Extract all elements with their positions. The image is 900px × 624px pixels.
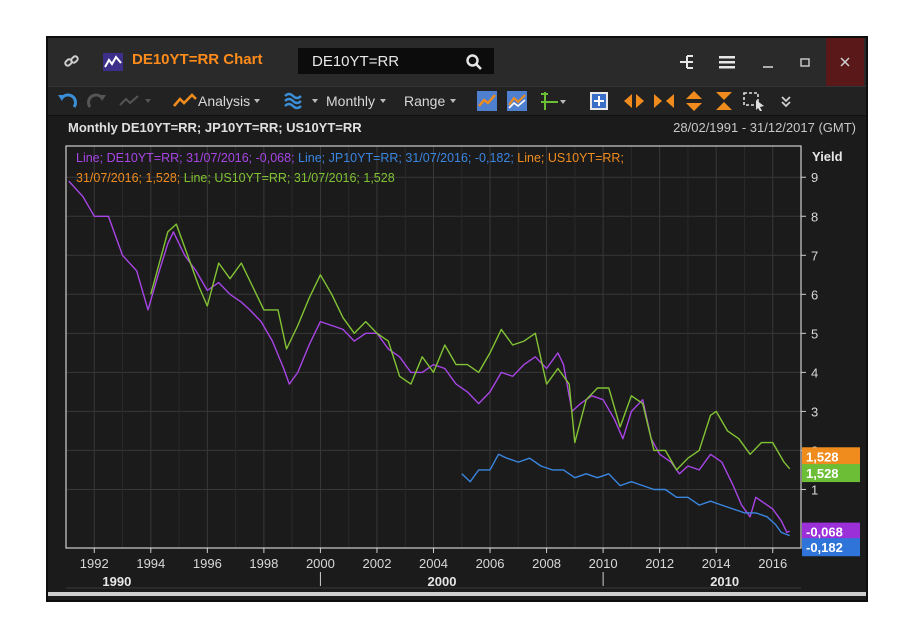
x-tick-label: 2004 [419, 556, 448, 571]
legend-us-green-text: Line; US10YT=RR; 31/07/2016; 1,528 [184, 171, 395, 185]
chevron-down-icon [254, 99, 261, 103]
scroll-left-icon[interactable] [622, 90, 646, 112]
x-tick-label: 2006 [476, 556, 505, 571]
title-bar: DE10YT=RR Chart [48, 38, 866, 86]
x-axis: 1992 1994 1996 1998 2000 2002 2004 2006 2008 2010… [48, 548, 866, 596]
x-tick-label: 1992 [80, 556, 109, 571]
analysis-label: Analysis [198, 93, 251, 109]
y-axis-label: Yield [812, 149, 843, 164]
y-tick-label: 5 [811, 326, 818, 341]
x-tick-label: 2008 [532, 556, 561, 571]
last-value-badge-label: -0,068 [806, 525, 843, 540]
x-tick-label: 2000 [306, 556, 335, 571]
maximize-icon[interactable] [790, 38, 820, 86]
legend-us-text: Line; US10YT=RR; [517, 151, 624, 165]
legend-us-text-2: 31/07/2016; 1,528; [76, 171, 180, 185]
analysis-menu[interactable]: Analysis [172, 90, 264, 112]
chart-header: Monthly DE10YT=RR; JP10YT=RR; US10YT=RR … [48, 116, 866, 138]
fit-icon[interactable] [714, 90, 734, 112]
yield-chart[interactable]: 123456789 199219941996199820002002200420… [48, 138, 866, 598]
last-value-badge-label: 1,528 [806, 466, 839, 481]
series-line-de10yt [68, 180, 790, 534]
legend-jp-text: Line; JP10YT=RR; 31/07/2016; -0,182; [298, 151, 514, 165]
y-tick-label: 8 [811, 209, 818, 224]
line-style-icon[interactable] [118, 90, 154, 112]
chevron-down-icon [380, 99, 387, 103]
x-tick-label: 2016 [758, 556, 787, 571]
last-value-badge [802, 538, 860, 557]
legend-line-2: 31/07/2016; 1,528; Line; US10YT=RR; 31/0… [76, 171, 395, 185]
chart-window: DE10YT=RR Chart A [46, 36, 868, 602]
undo-icon[interactable] [56, 90, 78, 112]
series-lines [68, 180, 791, 537]
zoom-vertical-icon[interactable] [684, 90, 704, 112]
chevron-down-icon [450, 99, 457, 103]
range-label: Range [404, 93, 446, 109]
overlay-icon [284, 92, 302, 110]
compare-icon[interactable] [506, 90, 528, 112]
series-line-us10yt [150, 223, 791, 471]
interval-label: Monthly [326, 93, 376, 109]
decade-label: 1990 [102, 574, 131, 589]
minimize-icon[interactable] [754, 38, 782, 86]
crosshair-icon[interactable] [538, 90, 568, 112]
line-chart-icon[interactable] [476, 90, 498, 112]
scroll-track[interactable] [48, 592, 866, 596]
last-value-badges: 1,528 1,528 -0,068-0,182 [802, 447, 860, 557]
x-tick-label: 2014 [702, 556, 731, 571]
last-value-badge [802, 464, 860, 483]
date-range: 28/02/1991 - 31/12/2017 (GMT) [673, 120, 856, 135]
x-tick-label: 2010 [589, 556, 618, 571]
legend-de-text: Line; DE10YT=RR; 31/07/2016; -0,068; [76, 151, 295, 165]
zoom-in-icon[interactable] [652, 90, 676, 112]
y-tick-label: 6 [811, 287, 818, 302]
y-tick-label: 1 [811, 482, 818, 497]
series-line-jp10yt [461, 453, 790, 537]
instrument-input[interactable] [298, 48, 494, 74]
link-icon[interactable] [56, 38, 88, 86]
y-tick-label: 4 [811, 365, 818, 380]
y-tick-label: 9 [811, 170, 818, 185]
close-icon[interactable] [826, 38, 864, 86]
decade-label: 2010 [710, 574, 739, 589]
overlay-menu[interactable] [282, 90, 322, 112]
last-value-badge [802, 447, 860, 466]
interval-menu[interactable]: Monthly [326, 90, 391, 112]
tree-icon[interactable] [674, 38, 700, 86]
x-tick-label: 1996 [193, 556, 222, 571]
menu-icon[interactable] [714, 38, 740, 86]
decade-label: 2000 [428, 574, 457, 589]
chart-logo-icon [100, 38, 126, 86]
x-tick-label: 1998 [249, 556, 278, 571]
search-icon[interactable] [458, 38, 490, 86]
grid [66, 146, 801, 548]
legend-line-1: Line; DE10YT=RR; 31/07/2016; -0,068; Lin… [76, 151, 624, 165]
select-icon[interactable] [742, 90, 766, 112]
y-tick-label: 7 [811, 248, 818, 263]
chart-title: Monthly DE10YT=RR; JP10YT=RR; US10YT=RR [68, 120, 362, 135]
add-icon[interactable] [588, 90, 610, 112]
redo-icon[interactable] [86, 90, 108, 112]
chevron-down-icon [312, 99, 318, 103]
range-menu[interactable]: Range [404, 90, 461, 112]
x-tick-label: 2002 [363, 556, 392, 571]
last-value-badge-label: -0,182 [806, 540, 843, 555]
window-title: DE10YT=RR Chart [132, 51, 263, 68]
analysis-icon [173, 93, 197, 107]
chart-toolbar: Analysis Monthly Range [48, 86, 866, 116]
last-value-badge-label: 1,528 [806, 449, 839, 464]
last-value-badge [802, 522, 860, 541]
x-tick-label: 2012 [645, 556, 674, 571]
x-tick-label: 1994 [136, 556, 165, 571]
y-tick-label: 3 [811, 404, 818, 419]
more-icon[interactable] [778, 90, 794, 112]
